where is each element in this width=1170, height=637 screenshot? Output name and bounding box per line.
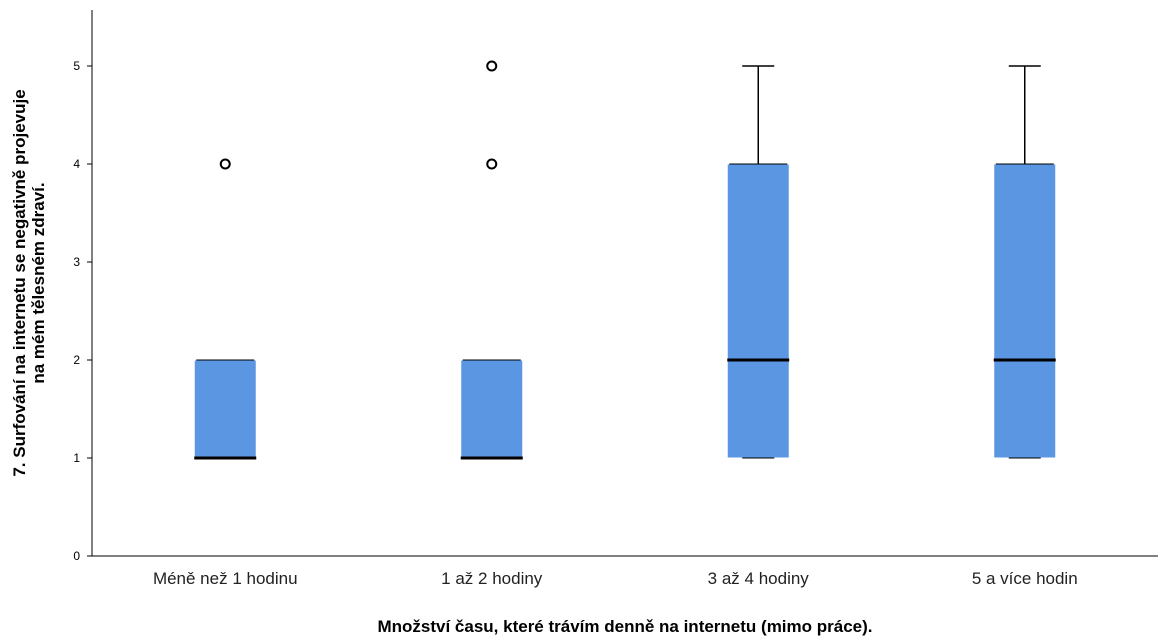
box-group [993, 65, 1057, 459]
y-axis-title-line-1: 7. Surfování na internetu se negativně p… [10, 89, 29, 476]
x-category-label: 1 až 2 hodiny [441, 569, 543, 588]
x-category-label: 3 až 4 hodiny [708, 569, 810, 588]
x-axis-category-labels: Méně než 1 hodinu 1 až 2 hodiny 3 až 4 hod… [153, 569, 1078, 588]
y-tick-label: 0 [73, 549, 80, 563]
y-tick-label: 1 [73, 451, 80, 465]
outlier-point [219, 158, 231, 170]
y-axis-ticks: 0 1 2 3 4 5 [73, 59, 92, 563]
box-iqr [460, 359, 524, 459]
y-tick-label: 2 [73, 353, 80, 367]
box-group [460, 60, 524, 460]
y-axis-title-line-2: na mém tělesném zdraví. [29, 182, 48, 383]
y-tick-label: 5 [73, 59, 80, 73]
axes [91, 10, 1158, 557]
box-group [193, 158, 257, 460]
x-category-label: Méně než 1 hodinu [153, 569, 298, 588]
box-iqr [993, 163, 1057, 459]
x-axis-title: Množství času, které trávím denně na int… [377, 617, 872, 636]
boxes [193, 60, 1057, 460]
box-group [726, 65, 790, 459]
y-tick-label: 4 [73, 157, 80, 171]
outlier-point [486, 60, 498, 72]
box-iqr [726, 163, 790, 459]
outlier-point [486, 158, 498, 170]
x-category-label: 5 a více hodin [972, 569, 1078, 588]
y-tick-label: 3 [73, 255, 80, 269]
box-iqr [193, 359, 257, 459]
